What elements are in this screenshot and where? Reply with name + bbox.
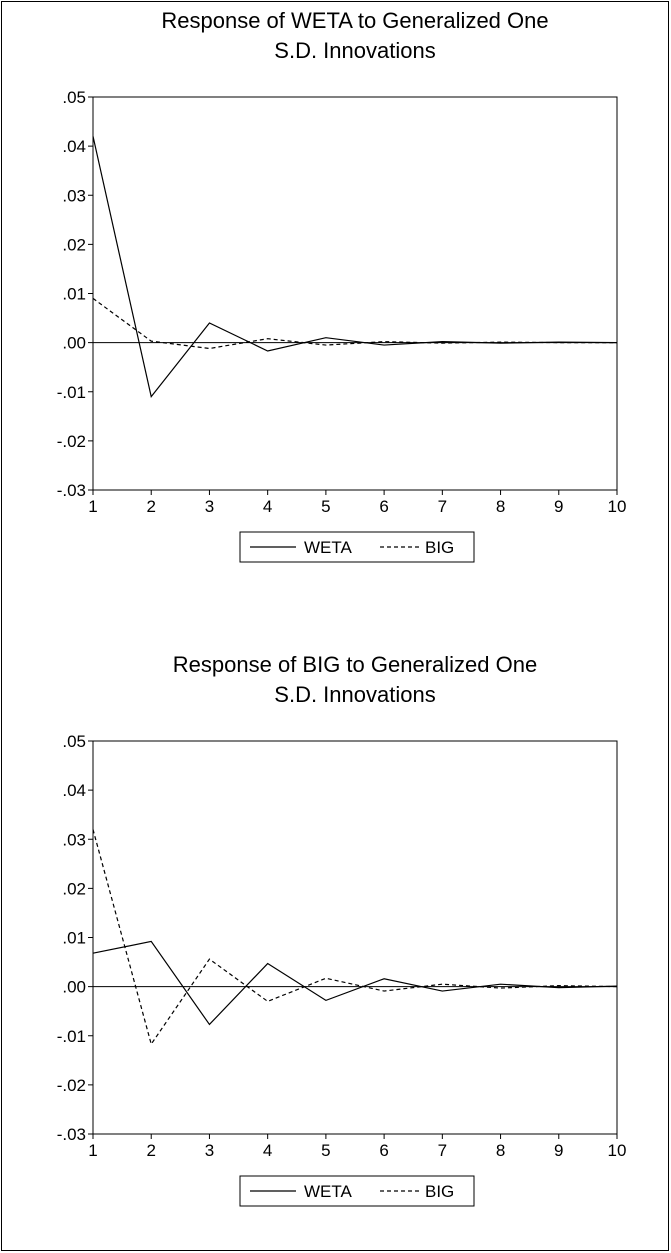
y-tick-label: .00 [62, 334, 86, 353]
x-tick-label: 6 [379, 1141, 388, 1160]
x-tick-label: 4 [263, 497, 272, 516]
chart-title-line-1: Response of BIG to Generalized One [173, 652, 537, 677]
legend-label-weta: WETA [304, 1182, 353, 1201]
x-tick-label: 6 [379, 497, 388, 516]
legend-label-big: BIG [425, 1182, 454, 1201]
y-tick-label: -.01 [57, 383, 86, 402]
y-tick-label: .01 [62, 285, 86, 304]
y-tick-label: -.03 [57, 481, 86, 500]
y-tick-label: .03 [62, 186, 86, 205]
x-tick-label: 7 [438, 1141, 447, 1160]
x-tick-label: 1 [88, 1141, 97, 1160]
y-tick-label: .04 [62, 781, 86, 800]
chart-1: Response of WETA to Generalized One S.D. … [57, 8, 627, 563]
x-tick-label: 9 [554, 497, 563, 516]
legend: WETA BIG [239, 1175, 475, 1207]
y-tick-label: -.02 [57, 432, 86, 451]
y-tick-label: .00 [62, 978, 86, 997]
x-tick-label: 4 [263, 1141, 272, 1160]
chart-2: Response of BIG to Generalized One S.D. I… [57, 652, 627, 1207]
y-tick-label: -.03 [57, 1125, 86, 1144]
y-tick-label: .05 [62, 88, 86, 107]
y-tick-label: .05 [62, 732, 86, 751]
x-tick-label: 10 [608, 1141, 627, 1160]
series-line-big [92, 297, 617, 350]
series-line-big [92, 829, 618, 1046]
legend-box [239, 531, 475, 563]
x-tick-label: 9 [554, 1141, 563, 1160]
x-tick-label: 8 [496, 497, 505, 516]
chart-title-line-2: S.D. Innovations [274, 38, 435, 63]
y-tick-label: -.02 [57, 1076, 86, 1095]
plot-area [92, 740, 618, 1135]
x-tick-label: 3 [205, 1141, 214, 1160]
x-tick-label: 5 [321, 497, 330, 516]
x-tick-label: 2 [146, 497, 155, 516]
y-tick-label: .02 [62, 879, 86, 898]
y-tick-label: .03 [62, 830, 86, 849]
y-tick-label: .04 [62, 137, 86, 156]
y-tick-label: -.01 [57, 1027, 86, 1046]
chart-title-line-1: Response of WETA to Generalized One [161, 8, 548, 33]
x-tick-label: 1 [88, 497, 97, 516]
y-tick-label: .01 [62, 929, 86, 948]
x-tick-label: 3 [205, 497, 214, 516]
chart-title-line-2: S.D. Innovations [274, 682, 435, 707]
legend: WETA BIG [239, 531, 475, 563]
x-tick-label: 8 [496, 1141, 505, 1160]
y-tick-label: .02 [62, 235, 86, 254]
series-line-weta [92, 940, 618, 1026]
x-tick-label: 7 [438, 497, 447, 516]
x-tick-label: 2 [146, 1141, 155, 1160]
plot-area [92, 96, 618, 491]
legend-label-weta: WETA [304, 538, 353, 557]
x-tick-label: 5 [321, 1141, 330, 1160]
x-tick-label: 10 [608, 497, 627, 516]
series-line-weta [92, 136, 618, 399]
legend-label-big: BIG [425, 538, 454, 557]
